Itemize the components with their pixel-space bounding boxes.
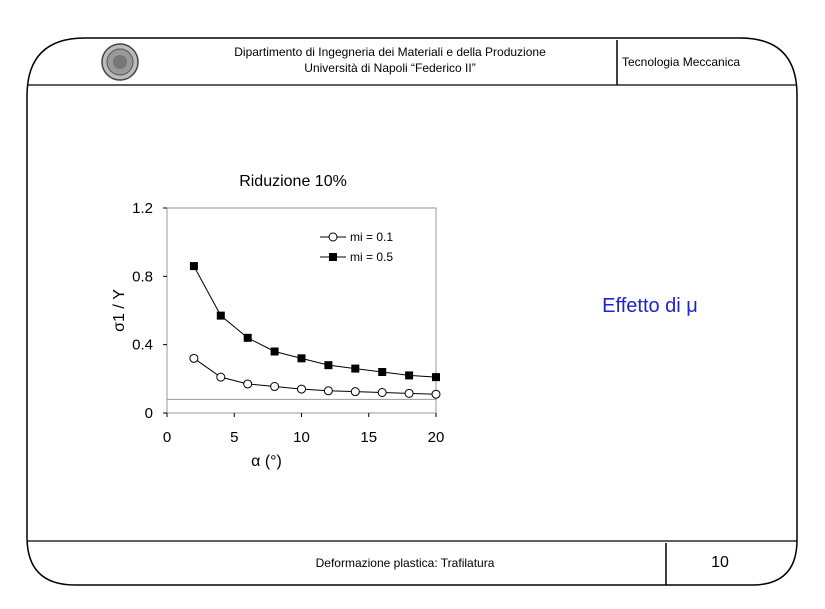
data-point (377, 388, 387, 397)
data-point (297, 384, 306, 394)
data-point (243, 379, 253, 389)
data-point (297, 354, 306, 363)
x-tick-label: 20 (428, 429, 445, 446)
x-axis-label: α (°) (251, 453, 282, 470)
series-line (193, 357, 437, 395)
data-point (270, 382, 280, 392)
data-point (189, 262, 198, 271)
data-point (216, 372, 226, 382)
x-tick-label: 0 (163, 429, 171, 446)
data-point (270, 347, 279, 356)
x-tick-label: 15 (360, 429, 377, 446)
data-point (351, 364, 360, 373)
legend-label: mi = 0.1 (350, 230, 393, 244)
series-line (193, 265, 437, 378)
data-point (431, 389, 441, 399)
data-point (243, 333, 252, 342)
course-title: Tecnologia Meccanica (622, 55, 741, 69)
y-tick-label: 0 (145, 405, 153, 422)
legend-marker (328, 232, 338, 242)
chart-title: Riduzione 10% (239, 173, 347, 190)
data-point (378, 368, 387, 376)
y-tick-label: 1.2 (132, 200, 153, 217)
data-point (324, 361, 333, 370)
chart: Riduzione 10% 0 0.4 0.8 1.2 0 5 10 15 20 σ1 / Y… (111, 173, 445, 470)
x-tick-label: 10 (293, 429, 310, 446)
legend: mi = 0.1 mi = 0.5 (320, 230, 393, 264)
footer-title: Deformazione plastica: Trafilatura (315, 556, 495, 570)
y-axis-label: σ1 / Y (111, 289, 128, 332)
data-point (350, 387, 360, 397)
university-name: Università di Napoli “Federico II” (304, 61, 476, 75)
data-point (216, 311, 225, 320)
data-point (432, 373, 440, 382)
department-name: Dipartimento di Ingegneria dei Materiali… (234, 45, 546, 59)
legend-marker (329, 253, 337, 261)
page-number: 10 (711, 554, 729, 571)
university-seal-icon (101, 43, 139, 81)
plot-area (166, 207, 437, 414)
data-point (189, 353, 199, 363)
y-tick-label: 0.8 (132, 268, 153, 285)
legend-label: mi = 0.5 (350, 250, 393, 264)
y-tick-label: 0.4 (132, 337, 153, 354)
data-point (404, 388, 414, 398)
data-point (323, 386, 333, 396)
header-department: Dipartimento di Ingegneria dei Materiali… (170, 44, 610, 76)
effect-caption: Effetto di μ (602, 295, 698, 317)
data-point (405, 371, 414, 380)
x-tick-label: 5 (230, 429, 238, 446)
